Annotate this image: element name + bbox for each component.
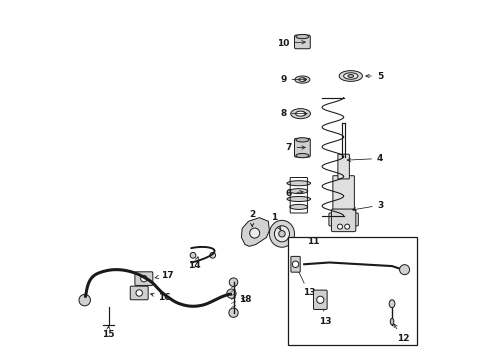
Text: 9: 9 — [280, 75, 307, 84]
Text: 17: 17 — [155, 270, 173, 279]
Ellipse shape — [299, 78, 306, 81]
Text: 13: 13 — [296, 267, 315, 297]
Circle shape — [338, 224, 343, 229]
Text: 1: 1 — [270, 213, 281, 230]
Circle shape — [210, 252, 216, 258]
Bar — [288, 237, 417, 345]
Ellipse shape — [296, 138, 309, 142]
FancyBboxPatch shape — [329, 213, 358, 226]
Text: 7: 7 — [285, 143, 305, 152]
FancyBboxPatch shape — [294, 138, 310, 157]
Ellipse shape — [295, 111, 306, 116]
Polygon shape — [242, 218, 270, 246]
Text: 14: 14 — [189, 257, 201, 270]
FancyBboxPatch shape — [135, 272, 153, 285]
Ellipse shape — [274, 226, 290, 242]
Ellipse shape — [290, 204, 308, 210]
Ellipse shape — [389, 300, 395, 308]
Ellipse shape — [287, 197, 311, 202]
Text: 13: 13 — [319, 295, 332, 326]
FancyBboxPatch shape — [338, 154, 349, 179]
FancyBboxPatch shape — [333, 176, 354, 217]
Ellipse shape — [287, 181, 311, 186]
Circle shape — [317, 296, 324, 303]
Ellipse shape — [339, 71, 363, 81]
Circle shape — [229, 308, 238, 318]
Circle shape — [293, 261, 299, 267]
Ellipse shape — [291, 109, 311, 119]
Circle shape — [399, 265, 410, 275]
Ellipse shape — [279, 230, 285, 237]
Text: 6: 6 — [285, 189, 303, 198]
Ellipse shape — [390, 319, 394, 325]
Circle shape — [190, 252, 196, 258]
Ellipse shape — [348, 75, 354, 77]
FancyBboxPatch shape — [331, 209, 356, 231]
Text: 4: 4 — [347, 154, 383, 163]
Text: 16: 16 — [150, 293, 171, 302]
Ellipse shape — [296, 35, 309, 39]
Ellipse shape — [296, 153, 309, 158]
Circle shape — [136, 290, 143, 296]
Text: 5: 5 — [366, 72, 383, 81]
FancyBboxPatch shape — [314, 290, 327, 310]
Text: 2: 2 — [249, 210, 255, 226]
FancyBboxPatch shape — [294, 35, 310, 49]
Ellipse shape — [290, 189, 308, 194]
Text: 18: 18 — [239, 294, 251, 303]
Circle shape — [344, 224, 350, 229]
Text: 11: 11 — [307, 237, 319, 246]
Circle shape — [227, 289, 236, 298]
Ellipse shape — [270, 220, 294, 247]
Circle shape — [79, 294, 91, 306]
Text: 10: 10 — [277, 39, 305, 48]
Ellipse shape — [295, 76, 310, 83]
FancyBboxPatch shape — [291, 256, 300, 272]
Text: 15: 15 — [102, 326, 114, 339]
Circle shape — [229, 278, 238, 287]
Circle shape — [141, 275, 147, 282]
Text: 8: 8 — [280, 109, 307, 118]
Circle shape — [250, 228, 260, 238]
Text: 12: 12 — [394, 324, 409, 343]
Ellipse shape — [343, 73, 358, 79]
FancyBboxPatch shape — [130, 286, 148, 300]
Text: 3: 3 — [353, 201, 384, 211]
